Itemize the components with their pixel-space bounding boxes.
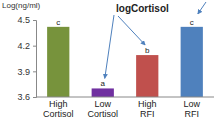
bar <box>136 55 158 97</box>
annotation: b <box>145 46 150 55</box>
title: logCortisol <box>116 3 169 14</box>
plot: 3.6 3.9 4.2 4.5 HighCortisol LowCortisol HighR… <box>17 15 214 119</box>
category-label: HighRFI <box>138 99 157 119</box>
y-axis: 3.6 3.9 4.2 4.5 <box>17 15 36 102</box>
arrow <box>198 2 206 14</box>
category-label: HighCortisol <box>43 99 74 119</box>
tick-label: 4.2 <box>17 41 30 51</box>
y-tick: 3.6 <box>17 92 36 102</box>
tick-mark <box>33 46 36 47</box>
annotation: c <box>56 18 60 27</box>
y-tick: 3.9 <box>17 67 36 77</box>
tick-mark <box>33 71 36 72</box>
annotation: c <box>190 18 194 27</box>
arrow <box>118 16 145 45</box>
y-axis-line <box>33 21 37 98</box>
chart: 3.6 3.9 4.2 4.5 HighCortisol LowCortisol HighR… <box>0 0 220 121</box>
arrows <box>105 2 206 78</box>
bar <box>181 27 203 97</box>
tick-label: 3.9 <box>17 67 30 77</box>
y-axis-title: Log(ng/ml) <box>2 1 41 10</box>
tick-label: 4.5 <box>17 15 30 25</box>
tick-mark <box>33 97 36 98</box>
category-label: LowRFI <box>183 99 200 119</box>
bar <box>47 27 69 97</box>
tick-mark <box>33 20 36 21</box>
y-tick: 4.2 <box>17 41 36 51</box>
y-tick: 4.5 <box>17 15 36 25</box>
arrow <box>105 15 114 78</box>
tick-label: 3.6 <box>17 92 30 102</box>
bars <box>47 27 203 97</box>
annotation: a <box>101 79 106 88</box>
x-axis-line <box>36 97 214 98</box>
bar <box>92 88 114 97</box>
category-label: LowCortisol <box>87 99 118 119</box>
